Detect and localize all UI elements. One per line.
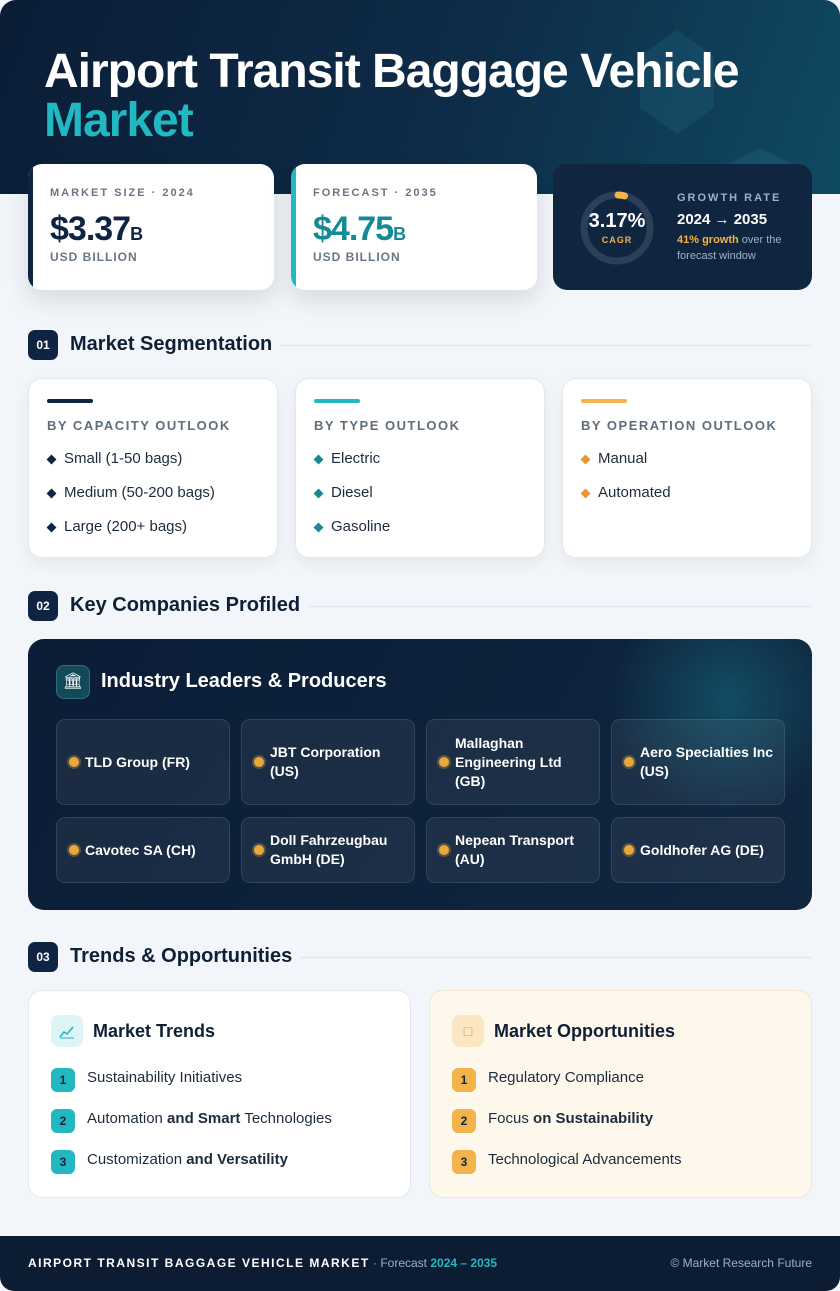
opportunity-item: 2 Focus on Sustainability (452, 1108, 681, 1149)
cagr-value: 3.17% (588, 210, 646, 232)
cagr-label: CAGR (601, 235, 633, 245)
cagr-ring-gauge (580, 191, 654, 265)
company-card: Goldhofer AG (DE) (611, 817, 785, 883)
dot-icon (254, 845, 264, 855)
kpi-value: $3.37B (50, 210, 144, 248)
segment-accent (47, 399, 93, 403)
growth-label: GROWTH RATE (677, 192, 782, 204)
dot-icon (439, 845, 449, 855)
company-card: JBT Corporation (US) (241, 719, 415, 805)
segment-item: Large (200+ bags) (46, 517, 215, 551)
chart-line-icon (51, 1015, 83, 1047)
growth-note: 41% growth over the forecast window (677, 234, 782, 262)
segment-heading: BY OPERATION OUTLOOK (581, 418, 778, 433)
company-card: Mallaghan Engineering Ltd (GB) (426, 719, 600, 805)
card-title: Market Opportunities (494, 1021, 676, 1041)
kpi-unit: USD BILLION (50, 250, 138, 264)
footer-copyright: © Market Research Future (670, 1256, 812, 1270)
market-opportunities-card: □ Market Opportunities 1 Regulatory Compl… (429, 990, 812, 1198)
trend-item: 3 Customization and Versatility (51, 1149, 332, 1190)
section-title: Trends & Opportunities (70, 945, 293, 967)
dot-icon (439, 757, 449, 767)
opportunity-item: 3 Technological Advancements (452, 1149, 681, 1190)
page-title-accent: Market (44, 94, 194, 147)
segment-heading: BY CAPACITY OUTLOOK (47, 418, 231, 433)
section-title: Market Segmentation (70, 333, 273, 355)
footer: AIRPORT TRANSIT BAGGAGE VEHICLE MARKET ·… (0, 1236, 840, 1291)
section-number: 03 (28, 942, 58, 972)
segment-item: Diesel (313, 483, 390, 517)
segment-card-capacity: BY CAPACITY OUTLOOK Small (1-50 bags) Me… (28, 378, 278, 558)
trend-item: 1 Sustainability Initiatives (51, 1067, 332, 1108)
segment-heading: BY TYPE OUTLOOK (314, 418, 461, 433)
kpi-label: MARKET SIZE · 2024 (50, 187, 195, 199)
dot-icon (624, 845, 634, 855)
cagr-ring: 3.17% CAGR (579, 190, 655, 266)
diamond-bullet-icon (46, 454, 57, 465)
segment-item: Electric (313, 449, 390, 483)
diamond-bullet-icon (313, 488, 324, 499)
dot-icon (69, 757, 79, 767)
section-number: 01 (28, 330, 58, 360)
segment-accent (314, 399, 360, 403)
section-divider (280, 345, 812, 346)
footer-title: AIRPORT TRANSIT BAGGAGE VEHICLE MARKET ·… (28, 1256, 498, 1270)
diamond-bullet-icon (313, 522, 324, 533)
company-card: Nepean Transport (AU) (426, 817, 600, 883)
growth-years: 2024 → 2035 (677, 211, 768, 228)
segment-item: Small (1-50 bags) (46, 449, 215, 483)
market-size-card: MARKET SIZE · 2024 $3.37B USD BILLION (28, 164, 274, 290)
segment-item: Automated (580, 483, 671, 517)
diamond-bullet-icon (313, 454, 324, 465)
trend-item: 2 Automation and Smart Technologies (51, 1108, 332, 1149)
kpi-label: FORECAST · 2035 (313, 187, 438, 199)
section-divider (308, 606, 812, 607)
segment-item: Medium (50-200 bags) (46, 483, 215, 517)
diamond-bullet-icon (580, 454, 591, 465)
company-card: Cavotec SA (CH) (56, 817, 230, 883)
diamond-bullet-icon (580, 488, 591, 499)
section-divider (300, 957, 812, 958)
card-accent-bar (291, 164, 296, 290)
kpi-value: $4.75B (313, 210, 407, 248)
company-card: Aero Specialties Inc (US) (611, 719, 785, 805)
segment-item: Gasoline (313, 517, 390, 551)
growth-rate-card: 3.17% CAGR GROWTH RATE 2024 → 2035 41% g… (553, 164, 812, 290)
section-number: 02 (28, 591, 58, 621)
market-trends-card: Market Trends 1 Sustainability Initiative… (28, 990, 411, 1198)
hero-banner: Airport Transit Baggage Vehicle Market (0, 0, 840, 194)
section-header-segmentation: 01 Market Segmentation (28, 330, 812, 360)
target-icon: □ (452, 1015, 484, 1047)
section-header-trends: 03 Trends & Opportunities (28, 942, 812, 972)
page-title: Airport Transit Baggage Vehicle (44, 45, 740, 98)
diamond-bullet-icon (46, 488, 57, 499)
section-header-companies: 02 Key Companies Profiled (28, 591, 812, 621)
segment-card-operation: BY OPERATION OUTLOOK Manual Automated (562, 378, 812, 558)
forecast-card: FORECAST · 2035 $4.75B USD BILLION (291, 164, 537, 290)
card-accent-bar (28, 164, 33, 290)
segment-accent (581, 399, 627, 403)
dot-icon (624, 757, 634, 767)
segment-item: Manual (580, 449, 671, 483)
company-card: TLD Group (FR) (56, 719, 230, 805)
dot-icon (254, 757, 264, 767)
opportunity-item: 1 Regulatory Compliance (452, 1067, 681, 1108)
kpi-unit: USD BILLION (313, 250, 401, 264)
section-title: Key Companies Profiled (70, 594, 301, 616)
bank-icon: 🏛 (56, 665, 90, 699)
company-card: Doll Fahrzeugbau GmbH (DE) (241, 817, 415, 883)
segment-card-type: BY TYPE OUTLOOK Electric Diesel Gasoline (295, 378, 545, 558)
card-title: Market Trends (93, 1021, 216, 1041)
diamond-bullet-icon (46, 522, 57, 533)
industry-leaders-panel: 🏛 Industry Leaders & Producers TLD Group… (28, 639, 812, 910)
dot-icon (69, 845, 79, 855)
panel-title: Industry Leaders & Producers (101, 670, 387, 692)
